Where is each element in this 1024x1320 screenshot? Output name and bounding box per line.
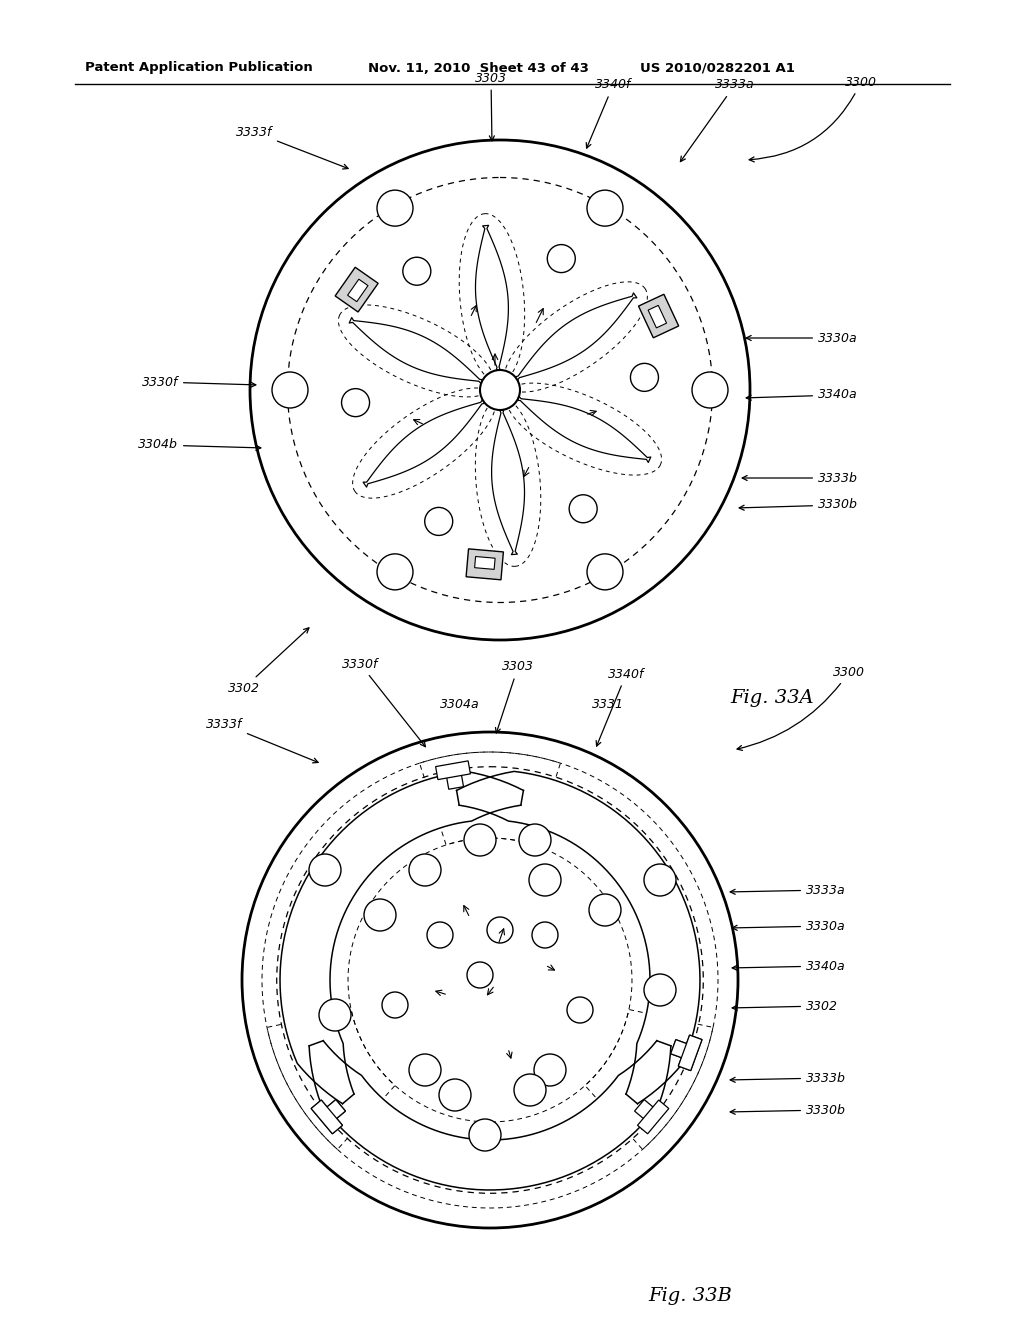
Circle shape <box>439 1078 471 1111</box>
Text: 3304b: 3304b <box>138 438 261 451</box>
Polygon shape <box>445 770 464 789</box>
Text: Fig. 33B: Fig. 33B <box>648 1287 732 1305</box>
Polygon shape <box>311 1100 342 1134</box>
Circle shape <box>529 865 561 896</box>
Circle shape <box>377 190 413 226</box>
Text: Fig. 33A: Fig. 33A <box>730 689 814 708</box>
Polygon shape <box>515 293 637 380</box>
Polygon shape <box>322 1100 345 1122</box>
Text: 3330f: 3330f <box>141 375 256 388</box>
Text: Nov. 11, 2010  Sheet 43 of 43: Nov. 11, 2010 Sheet 43 of 43 <box>368 62 589 74</box>
Circle shape <box>382 993 408 1018</box>
Polygon shape <box>280 771 523 1104</box>
Text: 3330a: 3330a <box>732 920 846 932</box>
Polygon shape <box>347 280 368 302</box>
Circle shape <box>309 854 341 886</box>
Text: 3330f: 3330f <box>342 657 425 747</box>
Circle shape <box>464 824 496 855</box>
Circle shape <box>409 854 441 886</box>
Circle shape <box>409 1053 441 1086</box>
Text: 3333b: 3333b <box>742 471 858 484</box>
Circle shape <box>242 733 738 1228</box>
Text: 3340f: 3340f <box>587 78 632 148</box>
Circle shape <box>644 974 676 1006</box>
Circle shape <box>587 554 623 590</box>
Text: 3300: 3300 <box>737 665 865 750</box>
Polygon shape <box>309 1040 671 1189</box>
Text: 3340a: 3340a <box>746 388 858 401</box>
Text: 3303: 3303 <box>475 71 507 141</box>
Polygon shape <box>335 267 378 312</box>
Circle shape <box>402 257 431 285</box>
Circle shape <box>514 1074 546 1106</box>
Polygon shape <box>466 549 504 579</box>
Circle shape <box>547 244 575 273</box>
Polygon shape <box>638 1100 669 1134</box>
Text: 3302: 3302 <box>228 628 309 694</box>
Polygon shape <box>648 305 667 327</box>
Text: US 2010/0282201 A1: US 2010/0282201 A1 <box>640 62 795 74</box>
Polygon shape <box>639 294 679 338</box>
Circle shape <box>567 997 593 1023</box>
Text: 3340f: 3340f <box>596 668 644 746</box>
Text: 3330b: 3330b <box>739 499 858 511</box>
Circle shape <box>644 865 676 896</box>
Polygon shape <box>492 409 524 554</box>
Polygon shape <box>311 1100 342 1134</box>
Polygon shape <box>517 396 651 462</box>
Polygon shape <box>671 1040 692 1060</box>
Text: 3300: 3300 <box>750 75 877 162</box>
Circle shape <box>487 917 513 942</box>
Text: 3331: 3331 <box>592 698 624 711</box>
Circle shape <box>272 372 308 408</box>
Polygon shape <box>435 760 470 780</box>
Text: 3303: 3303 <box>496 660 534 733</box>
Text: 3330a: 3330a <box>746 331 858 345</box>
Polygon shape <box>678 1035 702 1071</box>
Text: 3333f: 3333f <box>206 718 318 763</box>
Circle shape <box>589 894 621 927</box>
Text: 3333a: 3333a <box>730 883 846 896</box>
Polygon shape <box>349 318 482 383</box>
Circle shape <box>480 370 520 411</box>
Polygon shape <box>678 1035 702 1071</box>
Circle shape <box>427 921 453 948</box>
Circle shape <box>467 962 493 987</box>
Polygon shape <box>474 557 496 569</box>
Circle shape <box>631 363 658 391</box>
Text: 3330b: 3330b <box>730 1104 846 1117</box>
Circle shape <box>319 999 351 1031</box>
Circle shape <box>377 554 413 590</box>
Text: 3340a: 3340a <box>732 960 846 973</box>
Circle shape <box>250 140 750 640</box>
Circle shape <box>342 388 370 417</box>
Polygon shape <box>364 400 484 487</box>
Polygon shape <box>671 1040 692 1060</box>
Circle shape <box>587 190 623 226</box>
Polygon shape <box>322 1100 345 1122</box>
Circle shape <box>692 372 728 408</box>
Circle shape <box>534 1053 566 1086</box>
Circle shape <box>519 824 551 855</box>
Circle shape <box>425 507 453 536</box>
Polygon shape <box>475 226 508 370</box>
Polygon shape <box>635 1100 658 1122</box>
Text: 3333a: 3333a <box>680 78 755 161</box>
Circle shape <box>469 1119 501 1151</box>
Text: 3302: 3302 <box>732 999 838 1012</box>
Polygon shape <box>457 771 700 1104</box>
Text: 3333f: 3333f <box>236 125 348 169</box>
Circle shape <box>569 495 597 523</box>
Circle shape <box>532 921 558 948</box>
Text: 3333b: 3333b <box>730 1072 846 1085</box>
Circle shape <box>364 899 396 931</box>
Text: 3304a: 3304a <box>440 698 480 711</box>
Text: Patent Application Publication: Patent Application Publication <box>85 62 312 74</box>
